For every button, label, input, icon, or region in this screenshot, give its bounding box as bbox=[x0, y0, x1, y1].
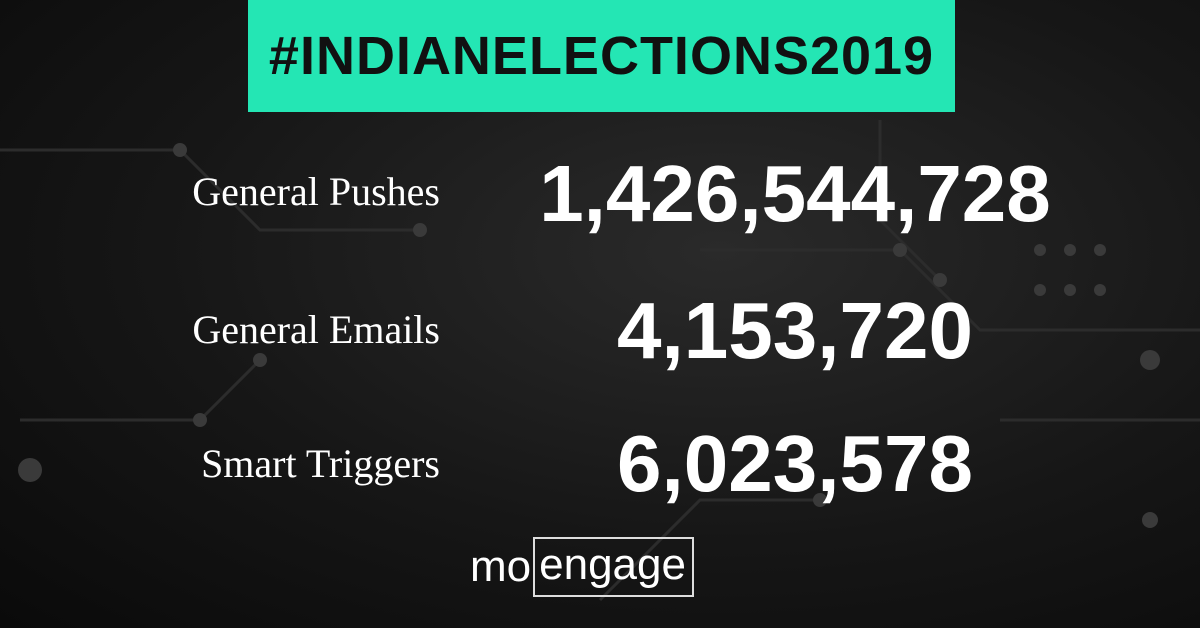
logo-text-boxed: engage bbox=[533, 537, 694, 597]
logo: mo engage bbox=[470, 537, 694, 597]
stat-label: General Emails bbox=[192, 307, 440, 352]
stat-label: Smart Triggers bbox=[201, 441, 440, 486]
stat-value: 4,153,720 bbox=[617, 286, 973, 375]
logo-text: mo bbox=[470, 542, 532, 591]
title: #INDIANELECTIONS2019 bbox=[268, 26, 935, 86]
stat-value: 6,023,578 bbox=[617, 419, 973, 508]
title-banner: #INDIANELECTIONS2019 bbox=[248, 0, 955, 112]
stat-label: General Pushes bbox=[192, 169, 440, 214]
stat-value: 1,426,544,728 bbox=[539, 149, 1051, 238]
